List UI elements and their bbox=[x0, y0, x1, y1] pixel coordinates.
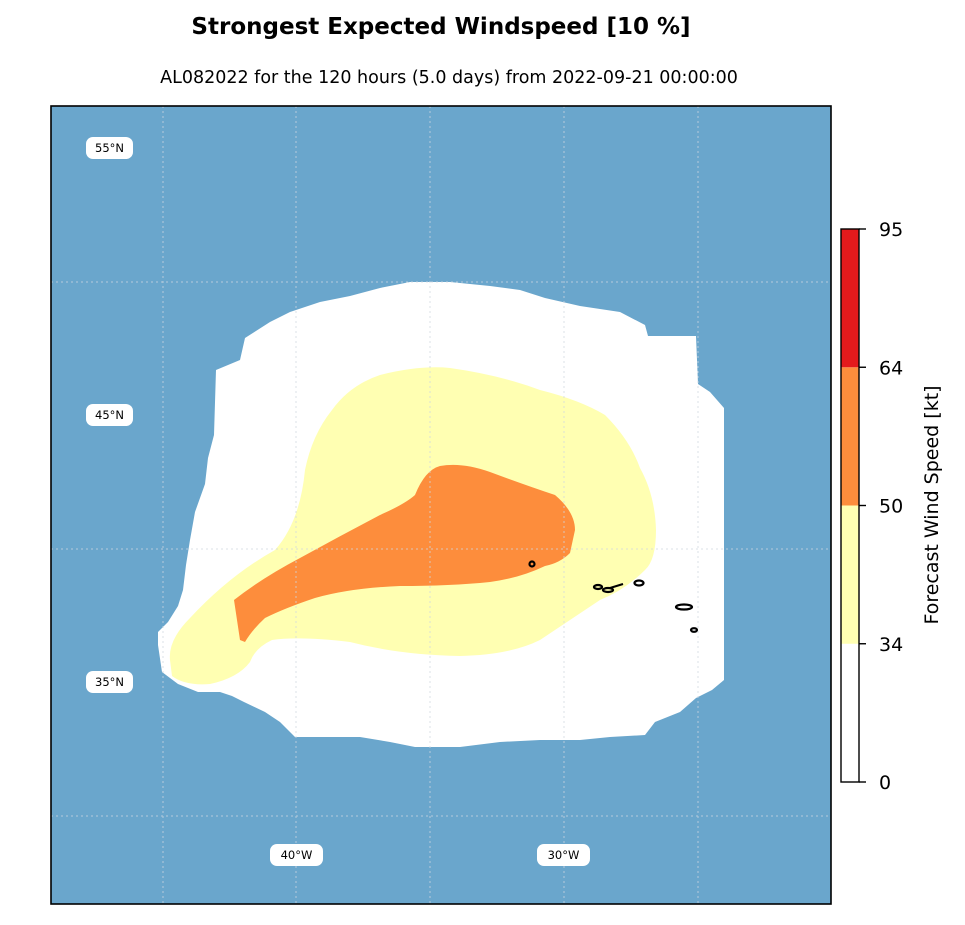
lat-label-45n: 45°N bbox=[95, 408, 124, 422]
lat-label-35n: 35°N bbox=[95, 675, 124, 689]
gridlines bbox=[51, 106, 831, 904]
lon-label-30w: 30°W bbox=[548, 848, 580, 862]
colorbar-tick-label: 64 bbox=[879, 357, 903, 379]
wind-swath-50-64kt bbox=[234, 464, 575, 642]
map-frame bbox=[50, 105, 832, 905]
chart-subtitle: AL082022 for the 120 hours (5.0 days) fr… bbox=[160, 68, 738, 88]
colorbar-tick-label: 0 bbox=[879, 772, 891, 794]
lon-label-40w: 40°W bbox=[281, 848, 313, 862]
colorbar-band-64-95 bbox=[841, 229, 859, 368]
lat-label-55n: 55°N bbox=[95, 141, 124, 155]
colorbar-tick-label: 95 bbox=[879, 219, 903, 241]
longitude-labels: 40°W 30°W bbox=[270, 844, 590, 866]
colorbar-tick-label: 50 bbox=[879, 496, 903, 518]
island-outlines bbox=[528, 560, 699, 633]
chart-title: Strongest Expected Windspeed [10 %] bbox=[191, 14, 691, 40]
colorbar-band-0-34 bbox=[841, 643, 859, 782]
colorbar-label: Forecast Wind Speed [kt] bbox=[921, 385, 943, 624]
colorbar-tick-label: 34 bbox=[879, 634, 903, 656]
colorbar-band-50-64 bbox=[841, 367, 859, 506]
colorbar-band-34-50 bbox=[841, 505, 859, 644]
colorbar: 0 34 50 64 95 Forecast Wind Speed [kt] bbox=[840, 219, 943, 794]
latitude-labels: 55°N 45°N 35°N bbox=[86, 137, 133, 693]
